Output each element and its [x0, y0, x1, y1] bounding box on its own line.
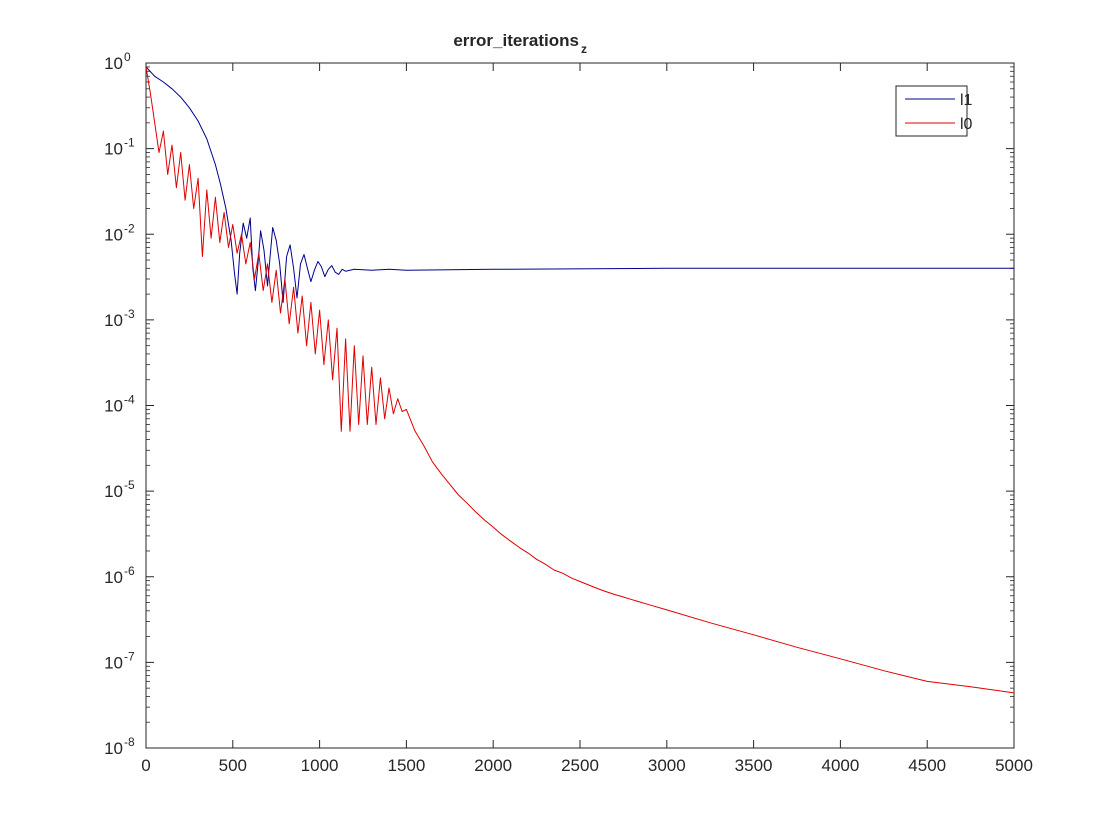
- x-tick-label: 5000: [995, 756, 1033, 775]
- legend-box: [895, 85, 968, 137]
- y-tick-label-base: 10: [104, 225, 123, 244]
- series-line-l1: [145, 66, 1014, 303]
- y-tick-label: 10: [104, 568, 123, 587]
- y-tick-label: 10: [104, 653, 123, 672]
- y-tick-label-exponent: 0: [124, 50, 131, 64]
- plot-frame: [145, 62, 1015, 749]
- legend-label-l0: l0: [960, 116, 973, 133]
- x-tick-label: 500: [219, 756, 247, 775]
- x-tick-label: 3000: [648, 756, 686, 775]
- y-tick-label-base: 10: [104, 653, 123, 672]
- series-layer: [145, 66, 1015, 694]
- y-tick-label-exponent: -2: [124, 221, 135, 235]
- y-tick-label-exponent: -5: [124, 478, 135, 492]
- y-tick-label: 10: [104, 311, 123, 330]
- y-tick-label-base: 10: [104, 739, 123, 758]
- chart-title: error_iterations z: [453, 31, 587, 56]
- y-tick-label-base: 10: [104, 140, 123, 159]
- y-tick-label: 10: [104, 140, 123, 159]
- x-tick-label: 1500: [387, 756, 425, 775]
- x-tick-label: 1000: [301, 756, 339, 775]
- y-tick-label-exponent: -6: [124, 564, 135, 578]
- y-tick-label-base: 10: [104, 568, 123, 587]
- chart-title-text: error_iterations: [453, 31, 579, 50]
- y-tick-label-base: 10: [104, 397, 123, 416]
- series-line-l0: [145, 66, 1015, 694]
- y-tick-label-exponent: -3: [124, 307, 135, 321]
- y-tick-label-exponent: -1: [124, 136, 135, 150]
- plot-axes: 0 500 1000 1500 2000 2500 3000 3500 4000 4500 5000…: [104, 50, 1033, 775]
- x-tick-label: 4500: [908, 756, 946, 775]
- y-tick-label-base: 10: [104, 482, 123, 501]
- y-tick-label-exponent: -4: [124, 393, 135, 407]
- x-tick-label: 2500: [561, 756, 599, 775]
- y-tick-label: 10: [104, 54, 123, 73]
- y-tick-label: 10: [104, 397, 123, 416]
- x-tick-label: 2000: [474, 756, 512, 775]
- y-tick-label: 10: [104, 225, 123, 244]
- chart-title-subscript: z: [581, 42, 587, 56]
- y-tick-label-exponent: -8: [124, 735, 135, 749]
- y-tick-label-exponent: -7: [124, 649, 135, 663]
- x-tick-label: 4000: [821, 756, 859, 775]
- x-tick-label: 0: [141, 756, 150, 775]
- y-tick-label-base: 10: [104, 54, 123, 73]
- y-tick-label-base: 10: [104, 311, 123, 330]
- y-tick-label: 10: [104, 739, 123, 758]
- legend-label-l1: l1: [960, 92, 973, 109]
- y-tick-label: 10: [104, 482, 123, 501]
- x-tick-label: 3500: [735, 756, 773, 775]
